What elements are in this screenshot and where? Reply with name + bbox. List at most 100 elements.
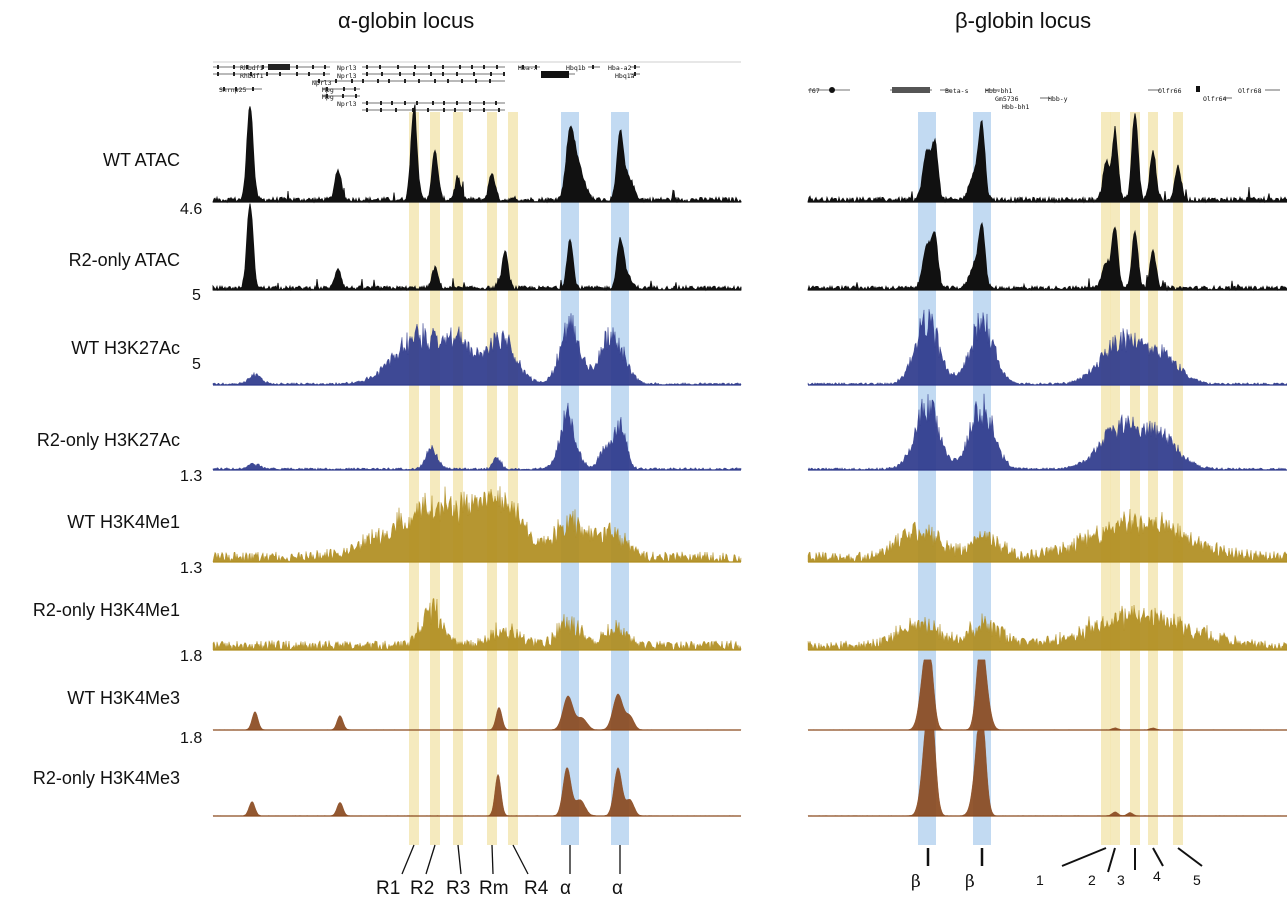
yellow-highlight-R4 [508,112,518,845]
gene-snrnp25: Snrnp25 [219,86,247,94]
beta-locus-title: β-globin locus [955,8,1092,33]
alpha-exon [308,72,310,76]
label-r2: R2 [410,878,435,899]
alpha-pointer-3 [491,844,494,875]
track-label-r2-h3k27ac: R2-only H3K27Ac [36,430,180,450]
alpha-exon [366,72,368,76]
scale-label-4: 1.3 [180,468,203,485]
alpha-exon [380,108,382,112]
gene-rhbdf1-a: Rhbdf1 [240,64,264,72]
gene-models [213,61,1280,112]
yellow-highlight-R1 [409,112,419,845]
alpha-exon [428,65,430,69]
track-label-wt-h3k4me3: WT H3K4Me3 [67,688,180,708]
signal-tracks [212,104,1287,817]
gene-olfr68: Olfr68 [1238,87,1262,95]
alpha-pointer-1 [425,844,436,875]
alpha-exon [456,101,458,105]
alpha-exon [326,94,328,98]
label-hs2: 2 [1088,872,1096,888]
alpha-exon [483,65,485,69]
yellow-highlight-R2 [430,112,440,845]
alpha-exon [495,101,497,105]
track-5-alpha [212,486,742,563]
alpha-exon [342,94,344,98]
gene-hbb-y: Hbb-y [1048,95,1068,103]
beta-selected-gene-box [892,87,930,93]
gene-nprl3-b: Nprl3 [337,72,357,80]
alpha-exon [535,65,537,69]
blue-highlight-1-alpha [561,112,579,845]
alpha-exon [366,101,368,105]
track-3-beta [807,309,1287,386]
alpha-exon [416,101,418,105]
alpha-exon [483,101,485,105]
label-alpha-1: α [560,878,571,899]
scale-label-3: 5 [192,356,201,373]
alpha-exon [412,108,414,112]
alpha-exon [381,72,383,76]
alpha-exon [427,108,429,112]
alpha-exon [469,101,471,105]
gene-nprl3-a: Nprl3 [337,64,357,72]
gene-gm5736: Gm5736 [995,95,1019,103]
alpha-exon [443,108,445,112]
yellow-highlight-2 [1110,112,1120,845]
track-6-beta [807,604,1287,651]
alpha-exon [634,65,636,69]
label-rm: Rm [479,878,509,899]
gene-nprl3-c: Nprl3 [312,79,332,87]
label-hs4: 4 [1153,868,1161,884]
alpha-exon [279,72,281,76]
alpha-exon [442,72,444,76]
beta-hs-pointer-1 [1061,847,1107,867]
gene-hba-x: Hba-x [518,64,538,72]
alpha-exon [483,108,485,112]
alpha-exon [592,65,594,69]
track-2-beta [807,221,1287,292]
alpha-selected-gene-box [541,71,569,78]
beta-olfr66-marker [1196,86,1200,92]
alpha-exon [413,72,415,76]
alpha-exon [380,101,382,105]
highlight-bands [409,112,1183,845]
alpha-exon [362,79,364,83]
region-pointer-lines [401,844,1203,875]
alpha-exon [217,72,219,76]
alpha-rhbdf1-exon-block [268,64,290,70]
track-5-beta [807,508,1287,563]
alpha-exon [471,65,473,69]
label-beta-2: β [965,872,975,892]
track-label-wt-h3k27ac: WT H3K27Ac [71,338,180,358]
alpha-exon [404,101,406,105]
yellow-highlight-Rm [487,112,497,845]
alpha-exon [503,72,505,76]
track-3-alpha [212,313,742,386]
alpha-exon [266,72,268,76]
alpha-exon [434,79,436,83]
alpha-exon [459,65,461,69]
beta-hs-pointer-2 [1107,847,1116,873]
gene-olfr66: Olfr66 [1158,87,1182,95]
alpha-exon [262,65,264,69]
track-label-wt-h3k4me1: WT H3K4Me1 [67,512,180,532]
label-alpha-2: α [612,878,623,899]
alpha-exon [296,72,298,76]
alpha-exon [461,79,463,83]
label-hs5: 5 [1193,872,1201,888]
track-1-beta [807,113,1287,204]
gene-f67: f67 [808,87,820,95]
scale-label-2: 5 [192,287,201,304]
scale-label-7: 1.8 [180,730,203,747]
alpha-exon [456,72,458,76]
alpha-exon [490,72,492,76]
alpha-exon [323,72,325,76]
alpha-locus-title: α-globin locus [338,8,475,33]
gene-hbb-bh1-b: Hbb-bh1 [1002,103,1030,111]
alpha-exon [442,65,444,69]
track-6-alpha [212,598,742,651]
alpha-exon [326,87,328,91]
yellow-highlight-5 [1173,112,1183,845]
alpha-exon [432,101,434,105]
